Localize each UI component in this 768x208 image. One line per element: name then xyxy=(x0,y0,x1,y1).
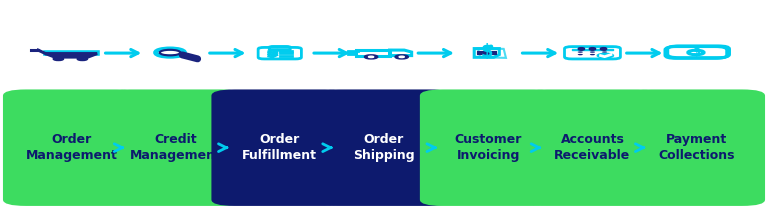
Circle shape xyxy=(578,51,583,53)
Text: Accounts
Receivable: Accounts Receivable xyxy=(554,133,631,162)
Circle shape xyxy=(365,55,377,59)
Circle shape xyxy=(590,54,595,55)
Circle shape xyxy=(78,58,87,60)
Circle shape xyxy=(57,58,60,59)
Circle shape xyxy=(399,56,404,58)
Circle shape xyxy=(81,58,84,59)
Text: $: $ xyxy=(480,43,492,61)
FancyBboxPatch shape xyxy=(211,89,348,206)
Circle shape xyxy=(369,56,374,58)
Circle shape xyxy=(54,58,63,60)
FancyBboxPatch shape xyxy=(316,89,452,206)
Circle shape xyxy=(578,54,583,55)
FancyBboxPatch shape xyxy=(108,89,244,206)
Circle shape xyxy=(590,51,595,53)
Text: Order
Fulfillment: Order Fulfillment xyxy=(242,133,317,162)
Text: Customer
Invoicing: Customer Invoicing xyxy=(455,133,522,162)
Text: Credit
Management: Credit Management xyxy=(130,133,221,162)
Text: Order
Management: Order Management xyxy=(25,133,118,162)
Text: Payment
Collections: Payment Collections xyxy=(658,133,735,162)
FancyBboxPatch shape xyxy=(524,89,660,206)
Circle shape xyxy=(598,53,614,58)
Circle shape xyxy=(602,54,607,55)
FancyBboxPatch shape xyxy=(628,89,765,206)
Text: Order
Shipping: Order Shipping xyxy=(353,133,415,162)
FancyBboxPatch shape xyxy=(3,89,140,206)
Circle shape xyxy=(602,51,607,53)
Text: $: $ xyxy=(692,47,700,57)
FancyBboxPatch shape xyxy=(420,89,557,206)
Circle shape xyxy=(396,55,408,59)
